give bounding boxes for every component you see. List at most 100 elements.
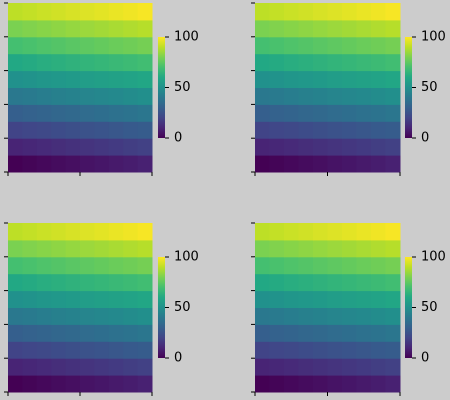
heatmap-cell bbox=[51, 87, 67, 105]
heatmap-cell bbox=[123, 70, 139, 88]
heatmap-cell bbox=[51, 70, 67, 88]
heatmap-cell bbox=[22, 53, 38, 72]
heatmap-cell bbox=[371, 256, 386, 275]
heatmap-cell bbox=[8, 121, 23, 139]
heatmap-cell bbox=[327, 290, 343, 308]
colorbar bbox=[158, 257, 165, 358]
heatmap-cell bbox=[298, 223, 314, 241]
heatmap-cell bbox=[137, 36, 153, 55]
colorbar-tick-label: 50 bbox=[421, 80, 438, 95]
heatmap-cell bbox=[123, 36, 139, 55]
heatmap-cell bbox=[342, 155, 357, 173]
heatmap-cell bbox=[94, 53, 110, 72]
heatmap-cell bbox=[385, 341, 401, 359]
heatmap-cell bbox=[313, 324, 328, 342]
heatmap-cell bbox=[94, 307, 110, 325]
heatmap-cell bbox=[36, 290, 52, 308]
heatmap-cell bbox=[313, 104, 328, 122]
heatmap-cell bbox=[94, 358, 110, 376]
heatmap-cell bbox=[36, 19, 52, 38]
heatmap-cell bbox=[269, 138, 285, 156]
heatmap-cell bbox=[80, 341, 95, 359]
colorbar-tick-label: 100 bbox=[421, 250, 446, 265]
heatmap-cell bbox=[94, 87, 110, 105]
heatmap-cell bbox=[51, 53, 67, 72]
heatmap-cell bbox=[94, 70, 110, 88]
heatmap-cell bbox=[255, 53, 270, 72]
heatmap-cell bbox=[51, 19, 67, 38]
heatmap-cell bbox=[108, 104, 124, 122]
heatmap-cell bbox=[298, 138, 314, 156]
heatmap-cell bbox=[284, 53, 299, 72]
heatmap-cell bbox=[123, 3, 139, 21]
heatmap-cell bbox=[385, 138, 401, 156]
heatmap-cell bbox=[269, 223, 285, 241]
heatmap-cell bbox=[284, 324, 299, 342]
heatmap-cell bbox=[385, 3, 401, 21]
heatmap-cell bbox=[385, 121, 401, 139]
heatmap-cell bbox=[108, 3, 124, 21]
heatmap-cell bbox=[327, 19, 343, 38]
heatmap-cell bbox=[8, 273, 23, 292]
heatmap-cell bbox=[342, 36, 357, 55]
heatmap-cell bbox=[80, 53, 95, 72]
heatmap-cell bbox=[298, 358, 314, 376]
heatmap-cell bbox=[137, 341, 153, 359]
heatmap-cell bbox=[137, 70, 153, 88]
heatmap-cell bbox=[80, 3, 95, 21]
heatmap-cell bbox=[298, 121, 314, 139]
heatmap-cell bbox=[94, 290, 110, 308]
heatmap-cell bbox=[298, 307, 314, 325]
heatmap-cell bbox=[8, 256, 23, 275]
heatmap-cell bbox=[327, 87, 343, 105]
heatmap-cell bbox=[342, 341, 357, 359]
heatmap-cell bbox=[255, 239, 270, 258]
heatmap-cell bbox=[137, 358, 153, 376]
heatmap-cell bbox=[356, 223, 372, 241]
heatmap-cell bbox=[284, 36, 299, 55]
heatmap-cell bbox=[36, 358, 52, 376]
heatmap-cell bbox=[284, 358, 299, 376]
heatmap-cell bbox=[327, 341, 343, 359]
heatmap-cell bbox=[255, 273, 270, 292]
heatmap-cell bbox=[255, 307, 270, 325]
heatmap-cell bbox=[284, 341, 299, 359]
heatmap-cell bbox=[137, 155, 153, 173]
heatmap-cell bbox=[371, 375, 386, 393]
heatmap-cell bbox=[80, 290, 95, 308]
heatmap-cell bbox=[327, 121, 343, 139]
heatmap-cell bbox=[36, 256, 52, 275]
heatmap-cell bbox=[108, 19, 124, 38]
heatmap-cell bbox=[123, 87, 139, 105]
heatmap-cell bbox=[371, 138, 386, 156]
heatmap-cell bbox=[371, 19, 386, 38]
heatmap-cell bbox=[313, 341, 328, 359]
heatmap-cell bbox=[327, 256, 343, 275]
heatmap-cell bbox=[51, 138, 67, 156]
heatmap-cell bbox=[371, 104, 386, 122]
heatmap-cell bbox=[269, 3, 285, 21]
heatmap-cell bbox=[298, 341, 314, 359]
heatmap-cell bbox=[298, 273, 314, 292]
heatmap-cell bbox=[313, 375, 328, 393]
heatmap-cell bbox=[65, 3, 81, 21]
heatmap-cell bbox=[385, 290, 401, 308]
heatmap-cell bbox=[385, 104, 401, 122]
heatmap-cell bbox=[8, 53, 23, 72]
colorbar-tick-label: 50 bbox=[174, 300, 191, 315]
heatmap-cell bbox=[385, 358, 401, 376]
heatmap-cell bbox=[22, 87, 38, 105]
heatmap-cell bbox=[51, 223, 67, 241]
heatmap-cell bbox=[137, 307, 153, 325]
colorbar-tick-label: 100 bbox=[174, 250, 199, 265]
heatmap-cell bbox=[356, 307, 372, 325]
heatmap-cell bbox=[342, 87, 357, 105]
heatmap-cell bbox=[269, 324, 285, 342]
heatmap-cell bbox=[313, 19, 328, 38]
heatmap-cell bbox=[8, 239, 23, 258]
heatmap-cell bbox=[327, 358, 343, 376]
heatmap-cell bbox=[65, 87, 81, 105]
heatmap-cell bbox=[65, 307, 81, 325]
heatmap-cell bbox=[94, 324, 110, 342]
